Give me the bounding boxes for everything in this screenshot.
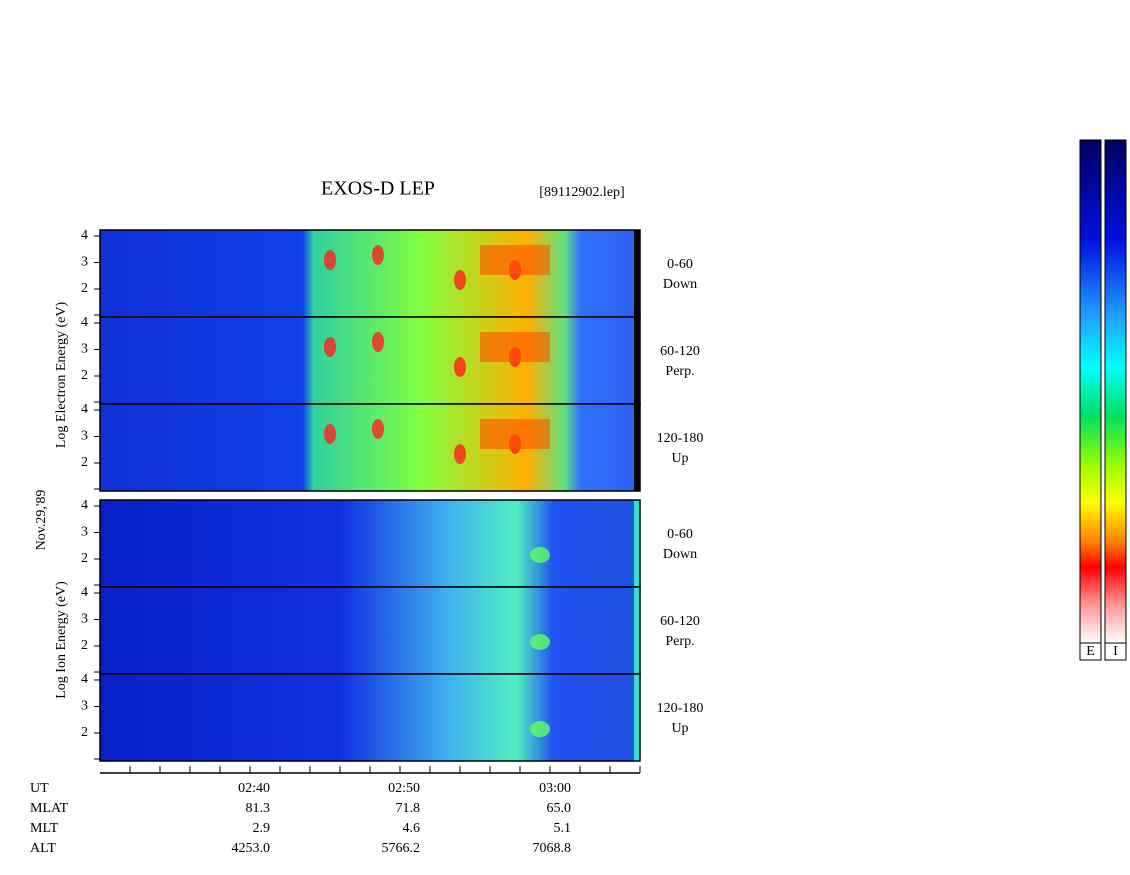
y-tick-label: 2 bbox=[81, 281, 88, 296]
y-tick-label: 3 bbox=[81, 525, 88, 540]
row-value: 4253.0 bbox=[232, 841, 271, 856]
colorbar-label: I bbox=[1113, 644, 1118, 659]
y-tick-label: 4 bbox=[81, 672, 88, 687]
y-tick-label: 3 bbox=[81, 612, 88, 627]
panel-frame bbox=[99, 403, 641, 492]
panel-angle: 0-60 bbox=[667, 257, 693, 272]
colorbar-label: E bbox=[1086, 644, 1095, 659]
y-tick-label: 4 bbox=[81, 498, 88, 513]
y-tick-label: 4 bbox=[81, 402, 88, 417]
panel-angle: 60-120 bbox=[660, 614, 700, 629]
panel-edge bbox=[634, 404, 640, 491]
spectrogram-hotspot bbox=[324, 337, 336, 357]
spectrogram-hotspot bbox=[530, 721, 550, 737]
panel-edge bbox=[634, 230, 640, 317]
row-value: 02:50 bbox=[388, 781, 420, 796]
row-value: 7068.8 bbox=[533, 841, 572, 856]
row-value: 03:00 bbox=[539, 781, 571, 796]
spectrogram-hotspot bbox=[324, 424, 336, 444]
spectrogram bbox=[100, 404, 634, 491]
y-tick-label: 3 bbox=[81, 342, 88, 357]
row-value: 4.6 bbox=[403, 821, 421, 836]
y-tick-label: 2 bbox=[81, 725, 88, 740]
colorbar bbox=[1079, 139, 1102, 644]
y-tick-label: 4 bbox=[81, 585, 88, 600]
panel-edge bbox=[634, 674, 640, 761]
colorbar bbox=[1104, 139, 1127, 644]
panel-edge bbox=[634, 500, 640, 587]
panel-angle: 120-180 bbox=[657, 701, 704, 716]
y-tick-label: 2 bbox=[81, 368, 88, 383]
row-value: 2.9 bbox=[253, 821, 271, 836]
spectrogram-hotspot bbox=[372, 419, 384, 439]
row-value: 5766.2 bbox=[382, 841, 421, 856]
row-value: 02:40 bbox=[238, 781, 270, 796]
date: Nov.29,'89 bbox=[34, 490, 49, 551]
panel-frame bbox=[99, 673, 641, 762]
y-tick-label: 2 bbox=[81, 638, 88, 653]
y-tick-label: 4 bbox=[81, 315, 88, 330]
y-tick-label: 2 bbox=[81, 551, 88, 566]
y-tick-label: 4 bbox=[81, 228, 88, 243]
y-tick-label: 3 bbox=[81, 699, 88, 714]
panel-direction: Down bbox=[663, 547, 697, 562]
panel-angle: 60-120 bbox=[660, 344, 700, 359]
spectrogram-hotspot bbox=[530, 547, 550, 563]
panel-direction: Down bbox=[663, 277, 697, 292]
colorbar-box bbox=[1079, 642, 1102, 661]
panel-direction: Perp. bbox=[665, 634, 694, 649]
spectrogram-hotspot bbox=[324, 250, 336, 270]
y-tick-label: 3 bbox=[81, 429, 88, 444]
y-tick-label: 3 bbox=[81, 255, 88, 270]
row-value: 71.8 bbox=[396, 801, 421, 816]
panel-edge bbox=[634, 587, 640, 674]
colorbar-box bbox=[1104, 642, 1127, 661]
y-tick-label: 2 bbox=[81, 455, 88, 470]
panel-angle: 120-180 bbox=[657, 431, 704, 446]
spectrogram-band bbox=[480, 332, 550, 362]
spectrogram-hotspot bbox=[454, 444, 466, 464]
row-name: MLT bbox=[30, 821, 59, 836]
spectrogram bbox=[100, 500, 634, 587]
row-name: UT bbox=[30, 781, 49, 796]
spectrogram-hotspot bbox=[454, 357, 466, 377]
spectrogram-band bbox=[480, 419, 550, 449]
panel-direction: Perp. bbox=[665, 364, 694, 379]
panel-edge bbox=[634, 317, 640, 404]
file-name: [89112902.lep] bbox=[539, 185, 624, 200]
axis-label: Log Ion Energy (eV) bbox=[54, 581, 69, 699]
row-value: 65.0 bbox=[547, 801, 572, 816]
panel-angle: 0-60 bbox=[667, 527, 693, 542]
spectrogram bbox=[100, 317, 634, 404]
spectrogram-hotspot bbox=[530, 634, 550, 650]
spectrogram bbox=[100, 674, 634, 761]
axis-label: Log Electron Energy (eV) bbox=[54, 302, 69, 449]
row-value: 5.1 bbox=[554, 821, 572, 836]
title: EXOS-D LEP bbox=[321, 178, 435, 200]
panel-direction: Up bbox=[671, 721, 688, 736]
spectrogram-hotspot bbox=[372, 245, 384, 265]
spectrogram-hotspot bbox=[454, 270, 466, 290]
row-value: 81.3 bbox=[246, 801, 271, 816]
row-name: MLAT bbox=[30, 801, 69, 816]
panel-direction: Up bbox=[671, 451, 688, 466]
spectrogram-band bbox=[480, 245, 550, 275]
spectrogram bbox=[100, 230, 634, 317]
spectrogram-hotspot bbox=[372, 332, 384, 352]
row-name: ALT bbox=[30, 841, 56, 856]
spectrogram bbox=[100, 587, 634, 674]
